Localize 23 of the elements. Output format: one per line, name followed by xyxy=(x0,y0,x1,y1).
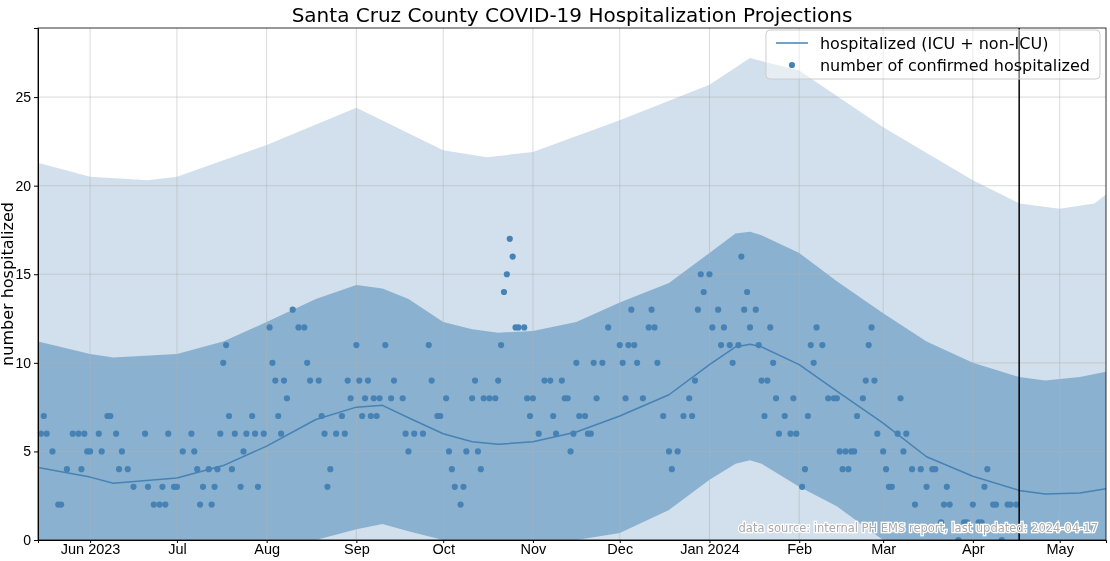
chart-title: Santa Cruz County COVID-19 Hospitalization Projections xyxy=(291,3,853,27)
line-series xyxy=(38,343,1106,495)
x-tick-label: Oct xyxy=(432,541,455,558)
x-tick-label: Jun 2023 xyxy=(60,541,121,558)
y-tick-label: 20 xyxy=(15,177,32,194)
legend-label: hospitalized (ICU + non-ICU) xyxy=(819,33,1049,53)
y-tick-label: 25 xyxy=(15,89,32,106)
y-tick-label: 0 xyxy=(23,531,32,548)
x-tick-label: Dec xyxy=(607,541,634,558)
x-tick-label: Nov xyxy=(520,541,548,558)
y-tick-label: 10 xyxy=(15,354,32,371)
x-tick-label: Jul xyxy=(168,541,187,558)
x-tick-label: May xyxy=(1046,541,1075,558)
y-axis-title: number hospitalized xyxy=(0,202,17,366)
legend-label: number of confirmed hospitalized xyxy=(819,55,1090,75)
x-tick-label: Apr xyxy=(962,541,985,558)
x-tick-label: Feb xyxy=(787,541,813,558)
y-tick-label: 5 xyxy=(23,443,32,460)
x-tick-label: Aug xyxy=(254,541,281,558)
x-tick-label: Jan 2024 xyxy=(680,541,740,558)
x-tick-label: Mar xyxy=(871,541,897,558)
x-tick-label: Sep xyxy=(343,541,370,558)
y-tick-label: 15 xyxy=(15,266,32,283)
